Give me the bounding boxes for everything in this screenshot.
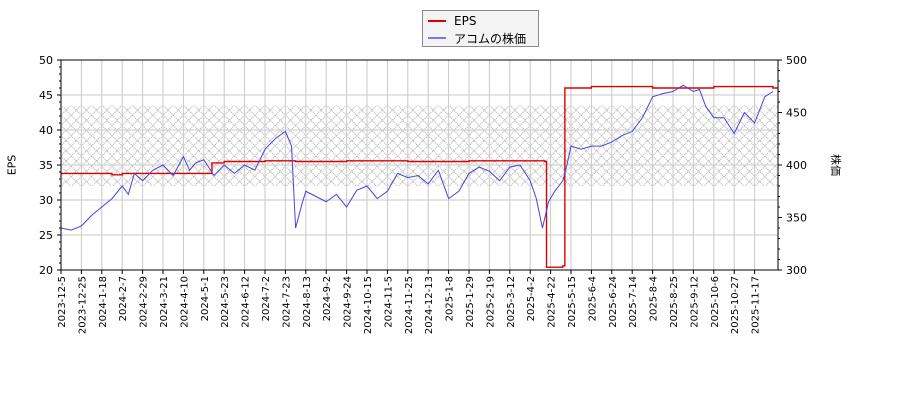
x-tick-label: 2024-5-23	[220, 276, 231, 328]
y-tick-label-left: 20	[39, 264, 53, 277]
y-tick-label-left: 50	[39, 54, 53, 67]
x-tick-label: 2024-9-2	[322, 276, 333, 321]
eps-line	[61, 85, 778, 268]
x-tick-label: 2025-5-15	[567, 276, 578, 328]
plot-area: 20 25 30 35 40 45 50 300 350 400 450 500 2023-12-5 20…	[39, 54, 807, 334]
x-tick-label: 2025-6-24	[608, 276, 619, 328]
x-tick-label: 2024-9-24	[343, 276, 354, 328]
x-tick-label: 2024-11-5	[383, 276, 394, 328]
y-tick-label-right: 400	[786, 159, 807, 172]
x-tick-label: 2025-6-4	[587, 276, 598, 321]
legend-item-price: アコムの株価	[428, 30, 526, 46]
x-tick-label: 2024-8-13	[302, 276, 313, 328]
x-tick-label: 2025-2-19	[485, 276, 496, 328]
y-tick-label-right: 500	[786, 54, 807, 67]
x-tick-label: 2024-12-13	[424, 276, 435, 334]
y-tick-label-left: 30	[39, 194, 53, 207]
x-tick-label: 2025-3-12	[506, 276, 517, 328]
x-tick-label: 2025-1-8	[445, 276, 456, 321]
legend-label-price: アコムの株価	[454, 31, 527, 46]
x-tick-label: 2024-4-10	[179, 276, 190, 328]
x-tick-label: 2025-9-12	[689, 276, 700, 328]
y-tick-label-left: 25	[39, 229, 53, 242]
x-tick-label: 2023-12-5	[57, 276, 68, 328]
price-line	[60, 84, 774, 231]
x-tick-label: 2025-8-25	[669, 276, 680, 328]
y-tick-label-right: 450	[786, 107, 807, 120]
x-tick-label: 2024-5-1	[200, 276, 211, 321]
x-tick-label: 2025-8-4	[649, 276, 660, 321]
x-tick-label: 2024-2-7	[118, 276, 129, 321]
x-tick-label: 2025-11-17	[751, 276, 762, 334]
x-tick-label: 2024-10-15	[363, 276, 374, 334]
legend-label-eps: EPS	[454, 14, 477, 28]
y-tick-label-left: 45	[39, 89, 53, 102]
x-tick-label: 2024-11-25	[404, 276, 415, 334]
x-tick-label: 2025-10-27	[730, 276, 741, 334]
x-tick-label: 2024-7-23	[281, 276, 292, 328]
x-tick-label: 2024-1-18	[98, 276, 109, 328]
x-tick-label: 2024-6-12	[241, 276, 252, 328]
x-tick-label: 2025-7-14	[628, 276, 639, 328]
x-tick-label: 2025-10-6	[710, 276, 721, 328]
x-tick-label: 2024-7-2	[261, 276, 272, 321]
x-tick-label: 2024-2-29	[139, 276, 150, 328]
legend-item-eps: EPS	[428, 13, 476, 29]
eps-swatch-icon	[428, 20, 446, 22]
y-tick-label-right: 300	[786, 264, 807, 277]
x-tick-label: 2025-4-2	[526, 276, 537, 321]
x-tick-label: 2025-1-29	[465, 276, 476, 328]
y-tick-label-left: 40	[39, 124, 53, 137]
price-swatch-icon	[428, 37, 446, 39]
x-tick-label: 2023-12-25	[77, 276, 88, 334]
shaded-band	[61, 105, 778, 186]
legend: EPS アコムの株価	[422, 10, 539, 47]
x-tick-label: 2025-4-22	[547, 276, 558, 328]
y-tick-label-left: 35	[39, 159, 53, 172]
y-axis-title-right: 株価	[829, 154, 842, 176]
y-tick-label-right: 350	[786, 212, 807, 225]
y-axis-title-left: EPS	[5, 154, 19, 176]
x-tick-label: 2024-3-21	[159, 276, 170, 328]
